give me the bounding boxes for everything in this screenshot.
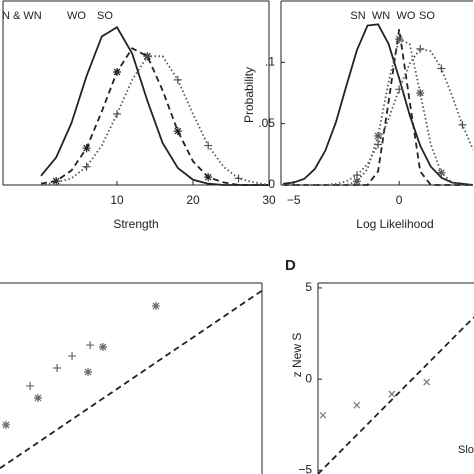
annotation: SN xyxy=(350,10,365,22)
marker xyxy=(143,52,152,61)
x-tick-label: 0 xyxy=(396,193,403,207)
marker xyxy=(82,144,91,153)
annotation: WO xyxy=(397,10,416,22)
marker xyxy=(437,64,446,73)
marker xyxy=(423,378,431,386)
marker xyxy=(2,420,11,429)
marker xyxy=(113,110,121,119)
y-tick-label: .1 xyxy=(265,55,275,69)
curve xyxy=(283,29,473,186)
marker xyxy=(416,44,425,53)
y-tick-label: .05 xyxy=(258,116,275,130)
curve xyxy=(40,26,269,186)
panel-label: D xyxy=(285,257,296,274)
x-axis-label: Strength xyxy=(113,217,158,231)
curve xyxy=(40,47,269,186)
x-tick-label: 30 xyxy=(262,193,276,207)
marker xyxy=(26,381,35,390)
marker xyxy=(52,177,61,186)
x-tick-label: −5 xyxy=(287,193,301,207)
annotation: Slo xyxy=(458,444,474,456)
marker xyxy=(374,140,383,149)
y-tick-label: 0 xyxy=(268,177,275,191)
curve xyxy=(283,23,474,186)
marker xyxy=(395,85,404,94)
marker xyxy=(204,173,213,182)
y-axis-label: z New S xyxy=(290,333,304,378)
marker xyxy=(395,35,404,44)
marker xyxy=(352,177,361,186)
marker xyxy=(353,401,361,409)
curve xyxy=(0,289,263,470)
marker xyxy=(234,174,243,183)
x-tick-label: 20 xyxy=(186,193,200,207)
marker xyxy=(374,131,383,140)
marker xyxy=(86,341,95,350)
marker xyxy=(173,75,182,84)
marker xyxy=(68,351,77,360)
curve xyxy=(317,316,474,474)
marker xyxy=(82,162,91,171)
marker xyxy=(173,127,182,136)
x-tick-label: 10 xyxy=(110,193,124,207)
marker xyxy=(33,393,42,402)
marker xyxy=(437,168,446,177)
marker xyxy=(352,171,361,180)
curve xyxy=(40,55,270,186)
marker xyxy=(319,411,327,419)
marker xyxy=(416,89,425,97)
marker xyxy=(151,301,160,310)
y-tick-label: 0 xyxy=(305,371,312,385)
annotation: N & WN xyxy=(2,10,42,22)
annotation: SO xyxy=(97,10,113,22)
x-axis-label: Log Likelihood xyxy=(356,217,433,231)
marker xyxy=(84,368,93,377)
marker xyxy=(113,67,121,76)
curve xyxy=(283,47,474,186)
marker xyxy=(204,141,213,150)
annotation: WO xyxy=(67,10,86,22)
curve xyxy=(283,37,473,186)
y-tick-label: −5 xyxy=(298,463,312,474)
annotation: SO xyxy=(419,10,435,22)
marker xyxy=(53,363,62,372)
y-tick-label: 5 xyxy=(305,280,312,294)
marker xyxy=(98,342,107,351)
y-axis-label: Probability xyxy=(242,67,256,123)
marker xyxy=(388,390,396,398)
marker xyxy=(458,120,467,129)
annotation: WN xyxy=(372,10,390,22)
